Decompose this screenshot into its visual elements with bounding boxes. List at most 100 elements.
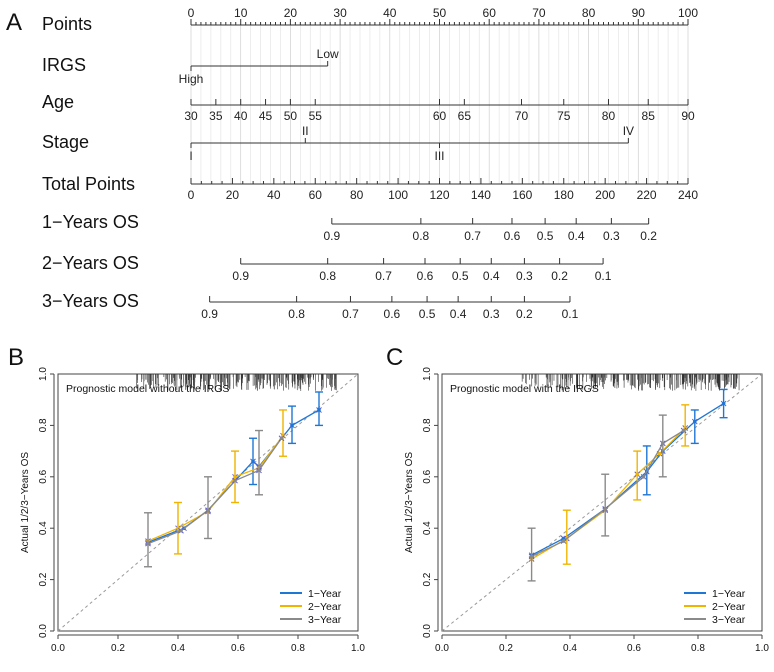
total-points-tick-label: 180 [554,188,574,202]
os2-tick-label: 0.9 [232,269,249,283]
data-point [146,541,150,546]
age-tick-label: 55 [309,109,323,123]
points-tick-label: 30 [333,6,347,20]
y-tick-label: 1.0 [422,367,433,381]
os3-tick-label: 0.4 [450,307,467,321]
nomogram-row-label: IRGS [42,55,86,75]
os2-tick-label: 0.4 [483,269,500,283]
age-tick-label: 30 [184,109,198,123]
y-tick-label: 0.6 [38,469,49,483]
age-tick-label: 85 [642,109,656,123]
os3-tick-label: 0.8 [288,307,305,321]
x-tick-label: 0.2 [111,643,125,654]
legend-label: 1−Year [308,588,342,600]
x-tick-label: 0.6 [627,643,641,654]
os3-tick-label: 0.1 [562,307,579,321]
data-point [657,451,662,456]
age-tick-label: 50 [284,109,298,123]
y-tick-label: 0.8 [38,418,49,432]
age-tick-label: 60 [433,109,447,123]
data-point [529,554,534,559]
age-tick-label: 90 [681,109,695,123]
points-tick-label: 20 [284,6,298,20]
x-tick-label: 1.0 [755,643,769,654]
panel-letter-c: C [386,344,403,371]
total-points-tick-label: 0 [188,188,195,202]
x-tick-label: 0.8 [691,643,705,654]
age-tick-label: 45 [259,109,273,123]
y-tick-label: 0.0 [422,624,433,638]
x-tick-label: 0.6 [231,643,245,654]
irgs-category-label: High [179,72,204,86]
data-point [693,419,697,424]
age-tick-label: 70 [515,109,529,123]
data-point [233,478,237,483]
y-tick-label: 0.4 [38,521,49,535]
x-tick-label: 0.4 [171,643,185,654]
y-tick-label: 0.6 [422,469,433,483]
y-tick-label: 1.0 [38,367,49,381]
data-point [683,426,687,430]
series-line [147,435,284,542]
total-points-tick-label: 140 [471,188,491,202]
total-points-tick-label: 40 [267,188,281,202]
os2-tick-label: 0.5 [452,269,469,283]
ideal-diagonal-line [441,373,763,632]
data-point [233,475,237,479]
os2-tick-label: 0.6 [417,269,434,283]
plot-title: Prognostic model without the IRGS [66,383,229,395]
panel-letter-b: B [8,344,24,371]
data-point [317,408,321,412]
nomogram-chart: Points 0 10 20 30 40 50 60 70 80 90 100 IRGS High Low A… [42,6,698,321]
y-tick-label: 0.2 [422,572,433,586]
legend-label: 1−Year [712,588,746,600]
os2-tick-label: 0.2 [551,269,568,283]
nomogram-row-label: 2−Years OS [42,253,139,273]
os1-tick-label: 0.3 [603,229,620,243]
os2-tick-label: 0.1 [595,269,612,283]
data-point [179,528,183,533]
age-tick-label: 75 [557,109,571,123]
points-tick-label: 70 [532,6,546,20]
plot-frame [441,373,763,632]
x-tick-label: 1.0 [351,643,365,654]
os1-tick-label: 0.8 [413,229,430,243]
x-tick-label: 0.2 [499,643,513,654]
data-point [721,401,726,406]
points-tick-label: 100 [678,6,698,20]
total-points-tick-label: 20 [226,188,240,202]
total-points-tick-label: 80 [350,188,364,202]
nomogram-row-label: Points [42,14,92,34]
data-point [290,423,294,428]
y-axis-label: Actual 1/2/3−Years OS [404,452,415,553]
os3-tick-label: 0.6 [384,307,401,321]
total-points-tick-label: 100 [388,188,408,202]
data-point [279,436,284,441]
os1-tick-label: 0.2 [640,229,657,243]
data-point [561,539,566,543]
os3-tick-label: 0.3 [483,307,500,321]
os1-tick-label: 0.9 [323,229,340,243]
total-points-tick-label: 240 [678,188,698,202]
total-points-tick-label: 160 [512,188,532,202]
os3-tick-label: 0.9 [201,307,218,321]
data-point [635,472,639,477]
total-points-tick-label: 120 [429,188,449,202]
stage-category-label: II [302,124,309,138]
points-tick-label: 10 [234,6,248,20]
legend-label: 2−Year [712,601,746,613]
data-point [206,508,210,513]
os2-tick-label: 0.8 [319,269,336,283]
points-tick-label: 60 [483,6,497,20]
y-tick-label: 0.2 [38,572,49,586]
points-tick-label: 0 [188,6,195,20]
y-tick-label: 0.8 [422,418,433,432]
os3-tick-label: 0.7 [342,307,359,321]
irgs-category-label: Low [317,47,339,61]
stage-category-label: I [189,149,192,163]
age-tick-label: 40 [234,109,248,123]
y-axis-label: Actual 1/2/3−Years OS [20,452,31,553]
nomogram-row-label: 1−Years OS [42,212,139,232]
os1-tick-label: 0.7 [464,229,481,243]
